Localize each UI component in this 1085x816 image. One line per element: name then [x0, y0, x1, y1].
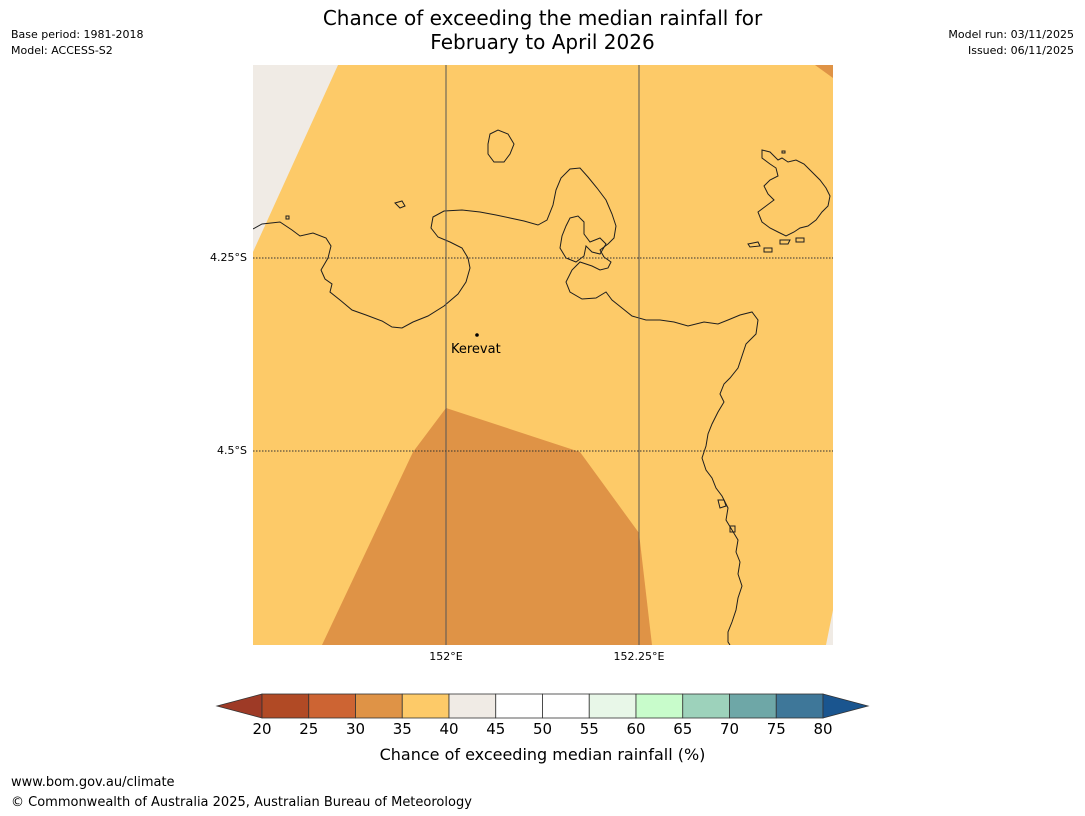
- colorbar-over-arrow: [822, 693, 870, 719]
- duke-of-york-islands: [757, 149, 831, 237]
- colorbar-tick-label: 20: [252, 720, 272, 738]
- base-period: Base period: 1981-2018: [11, 28, 144, 41]
- title-line-1: Chance of exceeding the median rainfall …: [322, 6, 763, 30]
- colorbar-bin: [308, 693, 356, 719]
- colorbar-bin: [775, 693, 824, 719]
- coastline-main: [253, 167, 759, 645]
- coastlines: [253, 129, 831, 645]
- lon-label-152-25: 152.25°E: [613, 650, 665, 663]
- colorbar: [215, 693, 870, 719]
- colorbar-bin: [729, 693, 777, 719]
- lat-label-4-5: 4.5°S: [217, 444, 247, 457]
- colorbar-tick-label: 25: [299, 720, 319, 738]
- issued-date: Issued: 06/11/2025: [967, 44, 1074, 57]
- kerevat-marker: [475, 333, 479, 337]
- islet-coast-2: [729, 525, 736, 533]
- meridians: [445, 65, 640, 645]
- colorbar-bin: [355, 693, 403, 719]
- lon-label-152: 152°E: [429, 650, 463, 663]
- colorbar-tick-label: 30: [345, 720, 366, 738]
- title-line-2: February to April 2026: [430, 30, 655, 54]
- islet-east-3: [779, 239, 791, 245]
- colorbar-tick-label: 75: [766, 720, 786, 738]
- islet-east-4: [795, 237, 805, 243]
- parallels: [253, 257, 833, 452]
- colorbar-bin: [542, 693, 590, 719]
- islet-east-2: [763, 247, 773, 253]
- colorbar-bin: [261, 693, 310, 719]
- colorbar-tick-label: 70: [719, 720, 740, 738]
- model-run: Model run: 03/11/2025: [948, 28, 1074, 41]
- colorbar-bin: [495, 693, 543, 719]
- colorbar-tick-label: 60: [626, 720, 646, 738]
- colorbar-tick-label: 45: [486, 720, 506, 738]
- colorbar-bin: [635, 693, 684, 719]
- islet-tiny-west: [285, 215, 290, 220]
- islet-east-1: [747, 241, 761, 248]
- place-label-kerevat: Kerevat: [451, 342, 501, 357]
- colorbar-tick-label: 35: [392, 720, 412, 738]
- band-40-45-right: [826, 610, 833, 645]
- footer-copyright: © Commonwealth of Australia 2025, Austra…: [11, 795, 472, 810]
- colorbar-tick-label: 50: [532, 720, 553, 738]
- meta-left: Base period: 1981-2018 Model: ACCESS-S2: [11, 27, 143, 59]
- coastline-inner-bay: [559, 215, 607, 263]
- lat-label-4-25: 4.25°S: [210, 251, 247, 264]
- band-40-45-topleft: [253, 65, 338, 252]
- island-north: [487, 129, 515, 163]
- colorbar-tick-label: 55: [579, 720, 599, 738]
- footer-url[interactable]: www.bom.gov.au/climate: [11, 775, 175, 790]
- islet-east-5: [781, 150, 786, 154]
- islet-west: [394, 200, 406, 209]
- colorbar-bin: [682, 693, 730, 719]
- colorbar-bin: [588, 693, 637, 719]
- colorbar-label: Chance of exceeding median rainfall (%): [379, 745, 706, 764]
- colorbar-bin: [448, 693, 497, 719]
- islet-coast-1: [717, 499, 727, 509]
- map-title: Chance of exceeding the median rainfall …: [0, 6, 1085, 54]
- model-name: Model: ACCESS-S2: [11, 44, 113, 57]
- band-30-35-south: [322, 408, 652, 645]
- meta-right: Model run: 03/11/2025 Issued: 06/11/2025: [948, 27, 1074, 59]
- colorbar-bin: [401, 693, 450, 719]
- colorbar-tick-label: 65: [673, 720, 693, 738]
- colorbar-tick-label: 80: [813, 720, 833, 738]
- colorbar-tick-label: 40: [439, 720, 459, 738]
- band-30-35-topright: [815, 65, 833, 78]
- colorbar-under-arrow: [215, 693, 263, 719]
